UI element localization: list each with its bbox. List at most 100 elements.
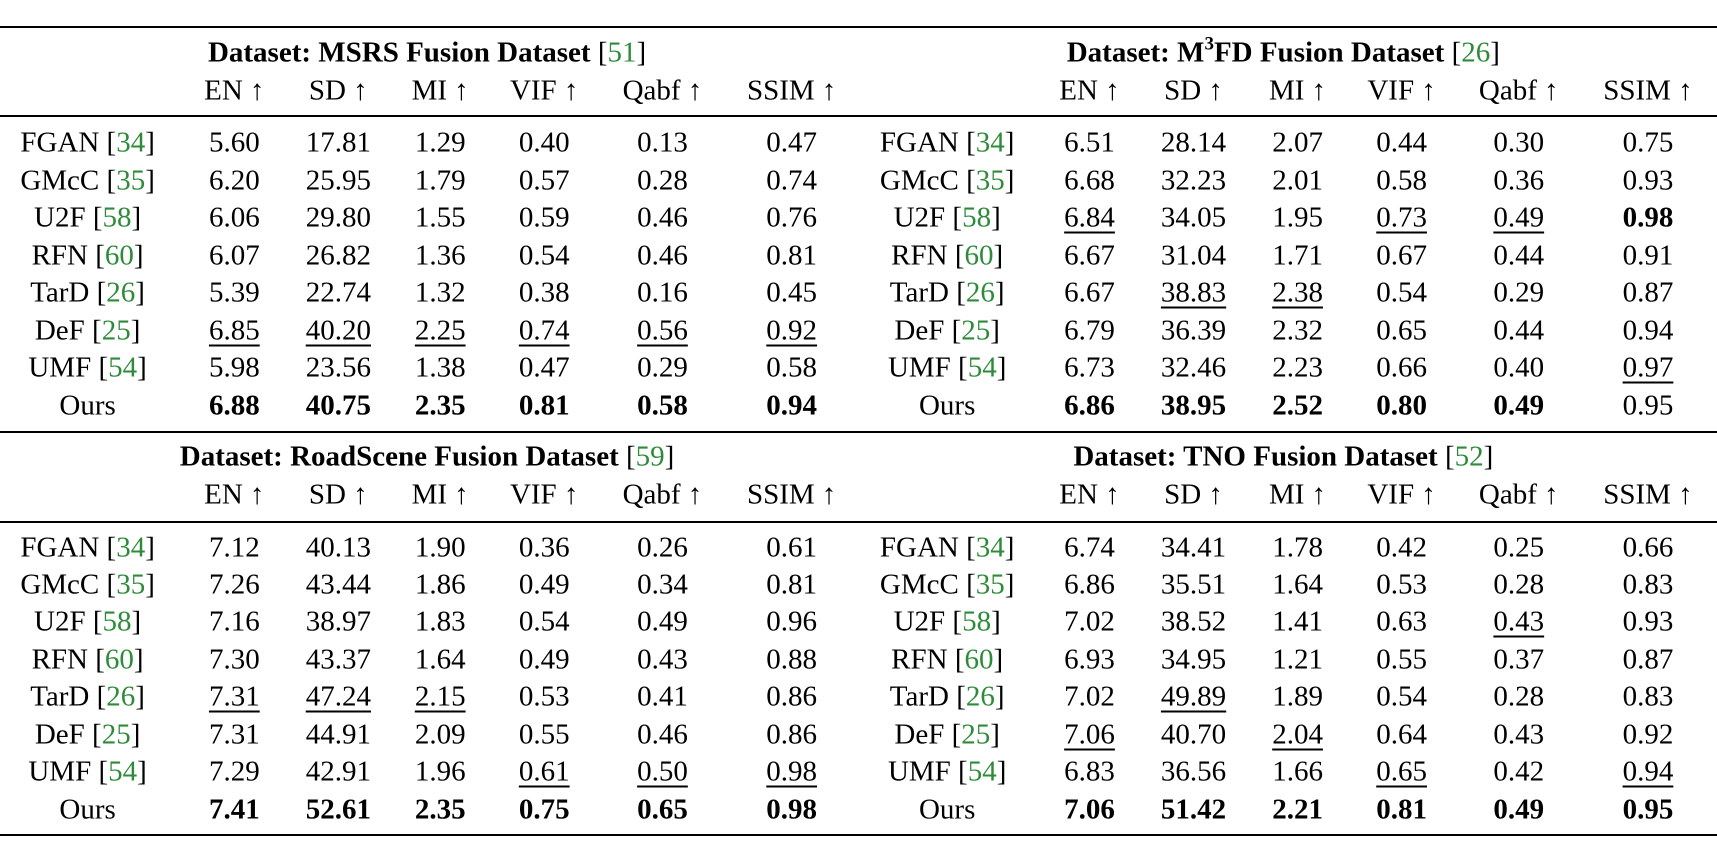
citation-number: 35	[116, 568, 146, 601]
method: U2F	[893, 605, 946, 638]
table-cell: 0.95	[1622, 389, 1674, 422]
method-name: Ours	[919, 795, 975, 824]
table-cell: 1.55	[414, 201, 466, 234]
title-segment: Dataset: MSRS Fusion Dataset	[207, 36, 591, 69]
method: DeF	[34, 314, 85, 347]
table-cell: 7.06	[1064, 793, 1115, 826]
table-cell: 0.94	[1622, 755, 1674, 788]
table-cell: 38.83	[1160, 276, 1227, 309]
table-cell: 2.25	[414, 314, 466, 347]
middle-rule	[0, 431, 1717, 433]
table-cell: 6.68	[1064, 164, 1115, 197]
table-cell: 6.73	[1064, 351, 1115, 384]
citation-number: 25	[101, 718, 131, 751]
method: UMF	[28, 351, 92, 384]
citation-number: 59	[635, 440, 665, 473]
table-cell: 0.49	[1493, 389, 1545, 422]
table-cell: 0.87	[1622, 276, 1674, 309]
table-cell: 6.07	[208, 239, 260, 272]
table-cell: 44.91	[305, 718, 371, 751]
method: RFN	[891, 643, 948, 676]
table-cell: 1.78	[1272, 531, 1323, 563]
citation: 34	[966, 127, 1014, 159]
table-cell: 0.43	[1493, 718, 1545, 751]
method: UMF	[28, 755, 92, 788]
table-cell: 1.89	[1272, 680, 1323, 713]
table-cell: 0.43	[637, 643, 688, 676]
method: RFN	[31, 643, 89, 676]
table-cell: 0.49	[518, 643, 570, 676]
table-cell: 1.86	[414, 568, 466, 601]
table-cell: 25.95	[305, 164, 371, 197]
table-cell: 0.73	[1376, 201, 1427, 234]
table-cell: 0.49	[637, 605, 688, 638]
table-cell: 2.01	[1272, 164, 1323, 197]
table-cell: 34.95	[1160, 643, 1227, 676]
column-header: SD ↑	[1164, 74, 1223, 107]
column-header: VIF ↑	[509, 74, 579, 107]
table-cell: 35.51	[1160, 568, 1227, 601]
column-header: MI ↑	[411, 478, 469, 511]
method-name: FGAN 34	[880, 531, 1015, 563]
column-header: SSIM ↑	[746, 478, 837, 511]
table-cell: 6.83	[1064, 755, 1115, 788]
table-cell: 0.94	[766, 389, 818, 422]
table-cell: 1.83	[414, 605, 466, 638]
citation-number: 26	[965, 276, 995, 309]
citation: 58	[93, 202, 141, 234]
method-name: Ours	[59, 795, 115, 824]
citation-number: 58	[102, 201, 132, 234]
table-cell: 29.80	[305, 201, 371, 234]
table-cell: 40.70	[1160, 718, 1227, 751]
citation: 59	[626, 440, 674, 472]
table-cell: 0.28	[1493, 568, 1545, 601]
method-name: DeF 25	[34, 314, 141, 347]
method-name: Ours	[919, 391, 975, 420]
table-cell: 2.52	[1272, 389, 1323, 422]
citation: 58	[952, 606, 1000, 638]
table-cell: 0.54	[1376, 680, 1427, 713]
table-cell: 0.25	[1493, 531, 1545, 563]
citation: 35	[966, 568, 1014, 600]
table-cell: 0.50	[637, 755, 688, 788]
table-cell: 0.59	[518, 201, 570, 234]
table-cell: 0.49	[1493, 793, 1545, 826]
table-cell: 6.79	[1064, 314, 1115, 347]
table-cell: 0.65	[637, 793, 688, 826]
method: RFN	[31, 239, 89, 272]
header-rule	[0, 521, 1717, 523]
table-cell: 5.60	[208, 126, 260, 159]
table-cell: 0.40	[518, 126, 570, 159]
table-cell: 0.96	[766, 605, 818, 638]
table-cell: 1.36	[414, 239, 466, 272]
citation: 34	[107, 531, 155, 563]
table-cell: 2.04	[1272, 718, 1323, 751]
column-header: Qabf ↑	[622, 74, 703, 107]
table-cell: 6.93	[1064, 643, 1115, 676]
method: UMF	[887, 351, 951, 384]
table-cell: 0.86	[766, 718, 818, 751]
method: U2F	[34, 201, 86, 234]
citation-number: 51	[607, 36, 637, 69]
column-header: Qabf ↑	[1478, 478, 1559, 511]
method-name: U2F 58	[893, 605, 1001, 638]
method-name: TarD 26	[890, 681, 1005, 713]
method-name: Ours	[59, 391, 115, 420]
table-cell: 47.24	[305, 680, 371, 713]
citation-number: 34	[975, 531, 1005, 563]
table-cell: 1.38	[414, 351, 466, 384]
citation: 26	[97, 681, 145, 713]
table-cell: 0.66	[1622, 531, 1674, 563]
citation: 35	[966, 164, 1014, 196]
table-cell: 0.54	[518, 605, 570, 638]
column-header: Qabf ↑	[622, 478, 703, 511]
citation-number: 25	[961, 314, 991, 347]
title-segment: Dataset: RoadScene Fusion Dataset	[179, 440, 619, 473]
method-name: TarD 26	[890, 276, 1005, 309]
method: Ours	[918, 389, 976, 422]
table-cell: 7.31	[208, 718, 260, 751]
table-cell: 0.66	[1376, 351, 1427, 384]
table-cell: 36.56	[1160, 755, 1227, 788]
table-cell: 42.91	[305, 755, 371, 788]
method-name: RFN 60	[31, 643, 144, 676]
